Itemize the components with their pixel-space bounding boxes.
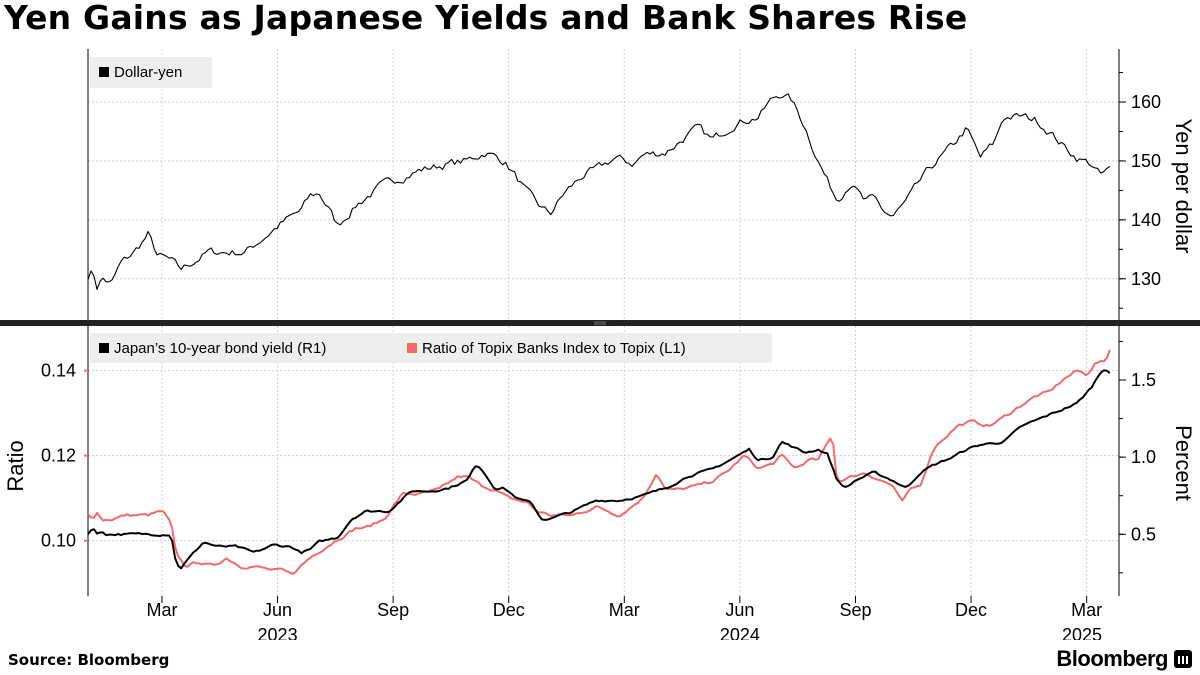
- x-tick-label: Sep: [377, 600, 409, 620]
- y-tick-label-right: 130: [1131, 269, 1161, 289]
- x-tick-label: Mar: [609, 600, 640, 620]
- top-legend: Dollar-yen: [90, 57, 212, 88]
- dollar-yen-line: [87, 93, 1111, 290]
- x-tick-label: Sep: [839, 600, 871, 620]
- brand-logo: Bloomberg: [1056, 646, 1192, 672]
- panel-divider[interactable]: [0, 320, 1200, 326]
- x-tick-label: Mar: [146, 600, 177, 620]
- x-tick-label: Jun: [725, 600, 754, 620]
- legend-label-bond-yield: Japan’s 10-year bond yield (R1): [114, 340, 326, 357]
- x-year-label: 2025: [1062, 625, 1102, 640]
- bloomberg-terminal-icon: [1174, 650, 1192, 668]
- top-y-axis-label: Yen per dollar: [1171, 119, 1196, 254]
- bond-yield-line: [87, 369, 1111, 570]
- legend-swatch-bond-yield: [99, 343, 109, 353]
- source-note: Source: Bloomberg: [8, 651, 170, 669]
- x-tick-label: Dec: [955, 600, 987, 620]
- bottom-right-y-axis-label: Percent: [1171, 425, 1196, 501]
- legend-label-dollar-yen: Dollar-yen: [114, 64, 182, 81]
- x-year-label: 2024: [720, 625, 760, 640]
- y-tick-label-right: 1.5: [1131, 370, 1156, 390]
- bottom-left-y-axis-label: Ratio: [3, 440, 28, 491]
- gridlines: [88, 49, 1119, 596]
- axes: [0, 49, 1200, 596]
- x-tick-label: Dec: [493, 600, 525, 620]
- legend-swatch-banks-ratio: [407, 343, 417, 353]
- y-tick-label-right: 140: [1131, 210, 1161, 230]
- legend-swatch-dollar-yen: [99, 67, 109, 77]
- tick-labels: Mar Jun Sep Dec Mar Jun Sep Dec Mar 2023 2024 2025 1…: [41, 72, 1161, 640]
- chart-title: Yen Gains as Japanese Yields and Bank Sh…: [4, 0, 968, 37]
- y-tick-label-right: 150: [1131, 151, 1161, 171]
- y-tick-label-left: 0.10: [41, 531, 76, 551]
- legend-box: [90, 57, 212, 88]
- y-tick-label-right: 1.0: [1131, 447, 1156, 467]
- legend-box: [90, 333, 772, 363]
- x-year-label: 2023: [258, 625, 298, 640]
- y-tick-label-right: 0.5: [1131, 524, 1156, 544]
- bottom-legend: Japan’s 10-year bond yield (R1) Ratio of…: [90, 333, 772, 363]
- x-tick-label: Jun: [263, 600, 292, 620]
- x-tick-label: Mar: [1071, 600, 1102, 620]
- y-tick-label-right: 160: [1131, 92, 1161, 112]
- y-tick-label-left: 0.14: [41, 361, 76, 381]
- brand-name: Bloomberg: [1056, 646, 1168, 671]
- legend-label-banks-ratio: Ratio of Topix Banks Index to Topix (L1): [422, 340, 686, 357]
- series-lines: [87, 93, 1111, 575]
- banks-ratio-line: [87, 349, 1111, 575]
- chart-area: Mar Jun Sep Dec Mar Jun Sep Dec Mar 2023 2024 2025 1…: [0, 49, 1200, 640]
- y-tick-label-left: 0.12: [41, 446, 76, 466]
